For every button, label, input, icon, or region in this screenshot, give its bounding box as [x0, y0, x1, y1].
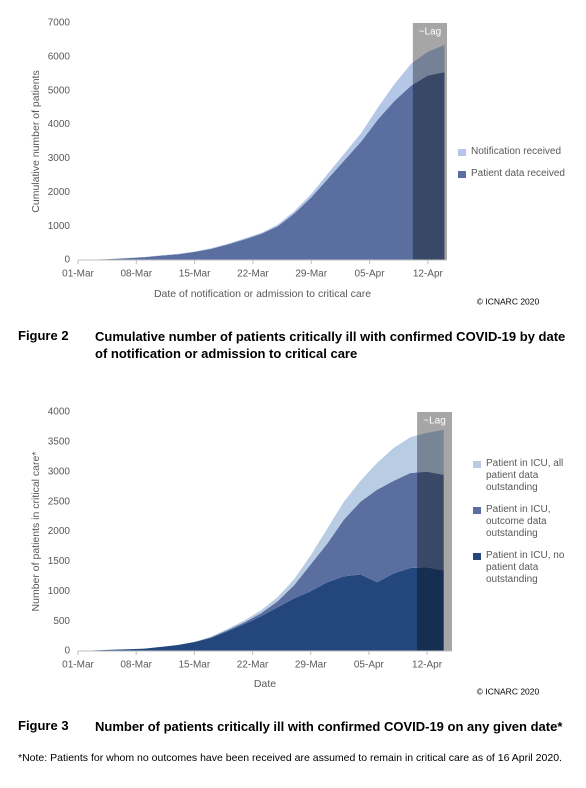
legend-label: Patient in ICU, all patient data outstan…	[486, 458, 564, 493]
legend-item: Patient in ICU, no patient data outstand…	[473, 550, 568, 586]
area-segment	[78, 429, 444, 651]
x-tick-label: 08-Mar	[120, 269, 152, 280]
legend-swatch	[473, 461, 481, 468]
x-axis-title: Date of notification or admission to cri…	[154, 288, 371, 300]
figure-label: Figure 2	[18, 328, 69, 343]
legend-swatch	[473, 553, 481, 560]
y-tick-label: 6000	[48, 51, 71, 62]
y-tick-label: 4000	[48, 119, 71, 130]
y-tick-label: 0	[64, 255, 70, 266]
caption-text: Cumulative number of patients critically…	[95, 329, 566, 361]
legend-swatch	[473, 507, 481, 514]
lag-region	[417, 412, 452, 651]
lag-label: ~Lag	[423, 416, 446, 427]
x-tick-label: 22-Mar	[237, 269, 269, 280]
lag-region	[412, 23, 447, 260]
x-tick-label: 15-Mar	[179, 269, 211, 280]
x-tick-label: 01-Mar	[62, 660, 94, 671]
y-tick-label: 4000	[48, 407, 71, 418]
x-tick-label: 29-Mar	[295, 269, 327, 280]
legend-swatch	[458, 171, 466, 178]
area-segment	[78, 471, 444, 651]
y-tick-label: 1000	[48, 221, 71, 232]
legend-label: Notification received	[471, 146, 562, 157]
y-axis-title: Number of patients in critical care*	[30, 452, 42, 612]
x-tick-label: 01-Mar	[62, 269, 94, 280]
lag-label: ~Lag	[419, 27, 442, 38]
x-tick-label: 12-Apr	[412, 660, 443, 671]
y-tick-label: 7000	[48, 18, 71, 29]
x-tick-label: 22-Mar	[237, 660, 269, 671]
x-tick-label: 15-Mar	[179, 660, 211, 671]
y-tick-label: 5000	[48, 85, 71, 96]
figure-label: Figure 3	[18, 718, 69, 733]
y-tick-label: 2000	[48, 187, 71, 198]
x-tick-label: 05-Apr	[355, 269, 386, 280]
y-tick-label: 1500	[48, 556, 71, 567]
y-tick-label: 2500	[48, 496, 71, 507]
y-tick-label: 2000	[48, 526, 71, 537]
credit: © ICNARC 2020	[477, 686, 540, 696]
legend-item: Patient in ICU, all patient data outstan…	[473, 458, 568, 494]
area-segment	[78, 567, 444, 651]
x-tick-label: 05-Apr	[354, 660, 385, 671]
legend-label: Patient data received	[471, 168, 565, 179]
legend-item: Notification received	[458, 146, 583, 158]
y-axis-title: Cumulative number of patients	[30, 70, 42, 212]
x-tick-label: 08-Mar	[120, 660, 152, 671]
y-tick-label: 3500	[48, 437, 71, 448]
legend-label: Patient in ICU, outcome data outstanding	[486, 504, 551, 539]
x-tick-label: 12-Apr	[413, 269, 444, 280]
x-tick-label: 29-Mar	[295, 660, 327, 671]
x-axis-title: Date	[254, 678, 276, 690]
legend-item: Patient data received	[458, 168, 583, 180]
legend-label: Patient in ICU, no patient data outstand…	[486, 550, 565, 585]
legend-item: Patient in ICU, outcome data outstanding	[473, 504, 568, 540]
y-tick-label: 0	[64, 646, 70, 657]
y-tick-label: 1000	[48, 586, 71, 597]
legend: Notification received Patient data receiv…	[458, 146, 583, 190]
y-tick-label: 3000	[48, 466, 71, 477]
y-tick-label: 3000	[48, 153, 71, 164]
footnote: *Note: Patients for whom no outcomes hav…	[18, 752, 562, 764]
legend-swatch	[458, 149, 466, 156]
area-segment	[78, 72, 445, 260]
credit: © ICNARC 2020	[477, 296, 540, 306]
legend: Patient in ICU, all patient data outstan…	[473, 458, 568, 596]
caption-text: Number of patients critically ill with c…	[95, 719, 563, 734]
y-tick-label: 500	[53, 616, 70, 627]
